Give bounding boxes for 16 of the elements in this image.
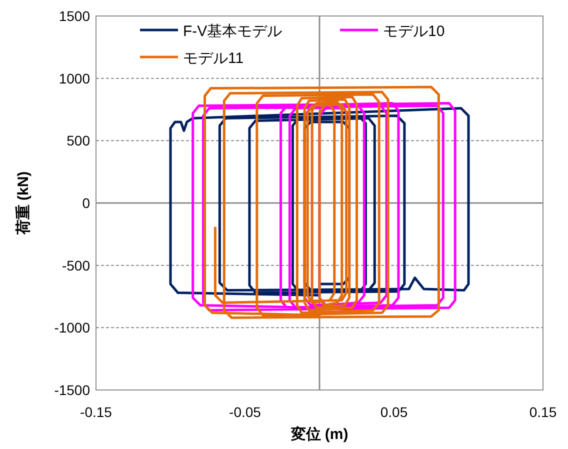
- y-tick-label: 500: [66, 132, 90, 149]
- x-tick-label: -0.05: [229, 404, 262, 420]
- legend-label: モデル10: [383, 23, 445, 40]
- y-tick-label: -500: [62, 257, 90, 274]
- legend-label: F-V基本モデル: [183, 23, 282, 40]
- x-tick-label: 0.05: [380, 404, 408, 420]
- y-tick-label: -1000: [54, 320, 90, 336]
- y-tick-label: -1500: [54, 382, 90, 398]
- y-tick-label: 1000: [58, 70, 90, 86]
- legend-label: モデル11: [183, 50, 244, 67]
- y-tick-label: 0: [82, 195, 90, 211]
- x-tick-label: -0.15: [80, 404, 112, 420]
- x-axis-title: 変位 (m): [290, 425, 348, 443]
- y-tick-label: 1500: [58, 8, 90, 24]
- y-axis-title: 荷重 (kN): [15, 171, 32, 236]
- x-tick-label: 0.15: [529, 404, 557, 420]
